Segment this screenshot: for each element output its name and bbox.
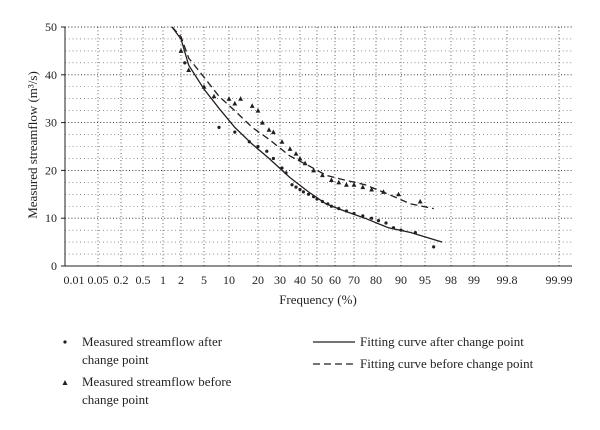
- point-before-change: [255, 108, 261, 113]
- y-axis-title: Measured streamflow (m³/s): [25, 71, 40, 219]
- legend-item-after-points: Measured streamflow after change point: [63, 334, 223, 367]
- x-tick-label: 30: [274, 273, 286, 287]
- plot-series: [171, 26, 443, 249]
- x-tick-label: 70: [348, 273, 360, 287]
- x-tick-label: 0.05: [88, 273, 109, 287]
- point-before-change: [178, 48, 184, 53]
- point-after-change: [183, 61, 187, 65]
- x-tick-label: 5: [201, 273, 207, 287]
- y-tick-label: 40: [45, 68, 57, 82]
- legend-label-line2: change point: [82, 352, 149, 367]
- y-tick-label: 30: [45, 116, 57, 130]
- legend-item-before-curve: Fitting curve before change point: [313, 356, 534, 371]
- legend-item-after-curve: Fitting curve after change point: [313, 334, 524, 349]
- point-after-change: [271, 156, 275, 161]
- grid: [65, 26, 572, 266]
- legend-label: Fitting curve after change point: [360, 334, 524, 349]
- point-before-change: [344, 182, 349, 187]
- point-before-change: [369, 186, 374, 192]
- point-before-change: [287, 146, 293, 151]
- y-tick-label: 20: [45, 163, 57, 177]
- legend: Measured streamflow after change point M…: [62, 334, 534, 407]
- x-tick-label: 90: [395, 273, 407, 287]
- x-tick-label: 99: [468, 273, 480, 287]
- point-before-change: [238, 96, 243, 101]
- fit-curve-before-line: [171, 26, 434, 210]
- legend-label-line2: change point: [82, 392, 149, 407]
- point-before-change: [279, 139, 285, 144]
- x-tick-label: 80: [370, 273, 382, 287]
- point-before-change: [396, 191, 401, 197]
- point-before-change: [311, 167, 316, 173]
- point-after-change: [384, 221, 388, 225]
- point-after-change: [370, 216, 374, 220]
- x-tick-label: 0.5: [136, 273, 151, 287]
- point-after-change: [294, 185, 298, 189]
- x-tick-label: 95: [419, 273, 431, 287]
- point-before-change: [302, 160, 308, 166]
- point-after-change: [376, 218, 381, 223]
- point-after-change: [265, 149, 269, 153]
- point-before-change: [360, 184, 366, 190]
- x-tick-label: 20: [252, 273, 264, 287]
- legend-triangle-marker: [62, 380, 68, 385]
- y-tick-label: 0: [51, 259, 57, 273]
- x-axis-title: Frequency (%): [279, 292, 357, 307]
- y-tick-label: 10: [45, 211, 57, 225]
- point-before-change: [297, 155, 303, 161]
- x-tick-label: 2: [178, 273, 184, 287]
- point-after-change: [301, 190, 305, 194]
- x-tick-label: 99.99: [546, 273, 573, 287]
- point-after-change: [256, 144, 260, 149]
- legend-item-before-points: Measured streamflow before change point: [62, 374, 232, 407]
- point-before-change: [329, 177, 334, 182]
- point-after-change: [298, 187, 302, 192]
- point-before-change: [417, 198, 423, 204]
- point-before-change: [226, 96, 232, 101]
- point-after-change: [432, 245, 436, 249]
- point-before-change: [271, 129, 276, 135]
- point-after-change: [306, 192, 311, 196]
- point-before-change: [266, 127, 272, 132]
- x-tick-labels: 0.01 0.05 0.2 0.5 1 2 5 10 20 30 40 50 60 70 80 90 95 98 9…: [64, 273, 573, 287]
- legend-label: Fitting curve before change point: [360, 356, 534, 371]
- point-before-change: [351, 182, 357, 187]
- x-tick-label: 99.8: [497, 273, 518, 287]
- fit-curve-after-line: [171, 26, 443, 243]
- point-before-change: [249, 103, 255, 108]
- x-tick-label: 10: [223, 273, 235, 287]
- point-after-change: [217, 125, 221, 129]
- y-tick-labels: 0 10 20 30 40 50: [45, 20, 65, 273]
- point-before-change: [211, 93, 217, 99]
- point-before-change: [336, 179, 342, 185]
- x-tick-label: 50: [311, 273, 323, 287]
- point-before-change: [320, 172, 325, 178]
- point-after-change: [233, 130, 237, 134]
- point-before-change: [260, 120, 265, 125]
- legend-dot-marker: [63, 340, 67, 344]
- legend-label-line1: Measured streamflow after: [82, 334, 223, 349]
- x-tick-label: 60: [329, 273, 341, 287]
- x-tick-label: 40: [294, 273, 306, 287]
- x-tick-label: 0.01: [64, 273, 85, 287]
- point-before-change: [232, 100, 238, 106]
- point-after-change: [290, 183, 294, 187]
- x-tick-label: 98: [445, 273, 457, 287]
- x-tick-label: 1: [160, 273, 166, 287]
- y-tick-label: 50: [45, 20, 57, 34]
- legend-label-line1: Measured streamflow before: [82, 374, 232, 389]
- x-tick-label: 0.2: [114, 273, 129, 287]
- point-before-change: [186, 67, 192, 73]
- point-before-change: [293, 151, 299, 156]
